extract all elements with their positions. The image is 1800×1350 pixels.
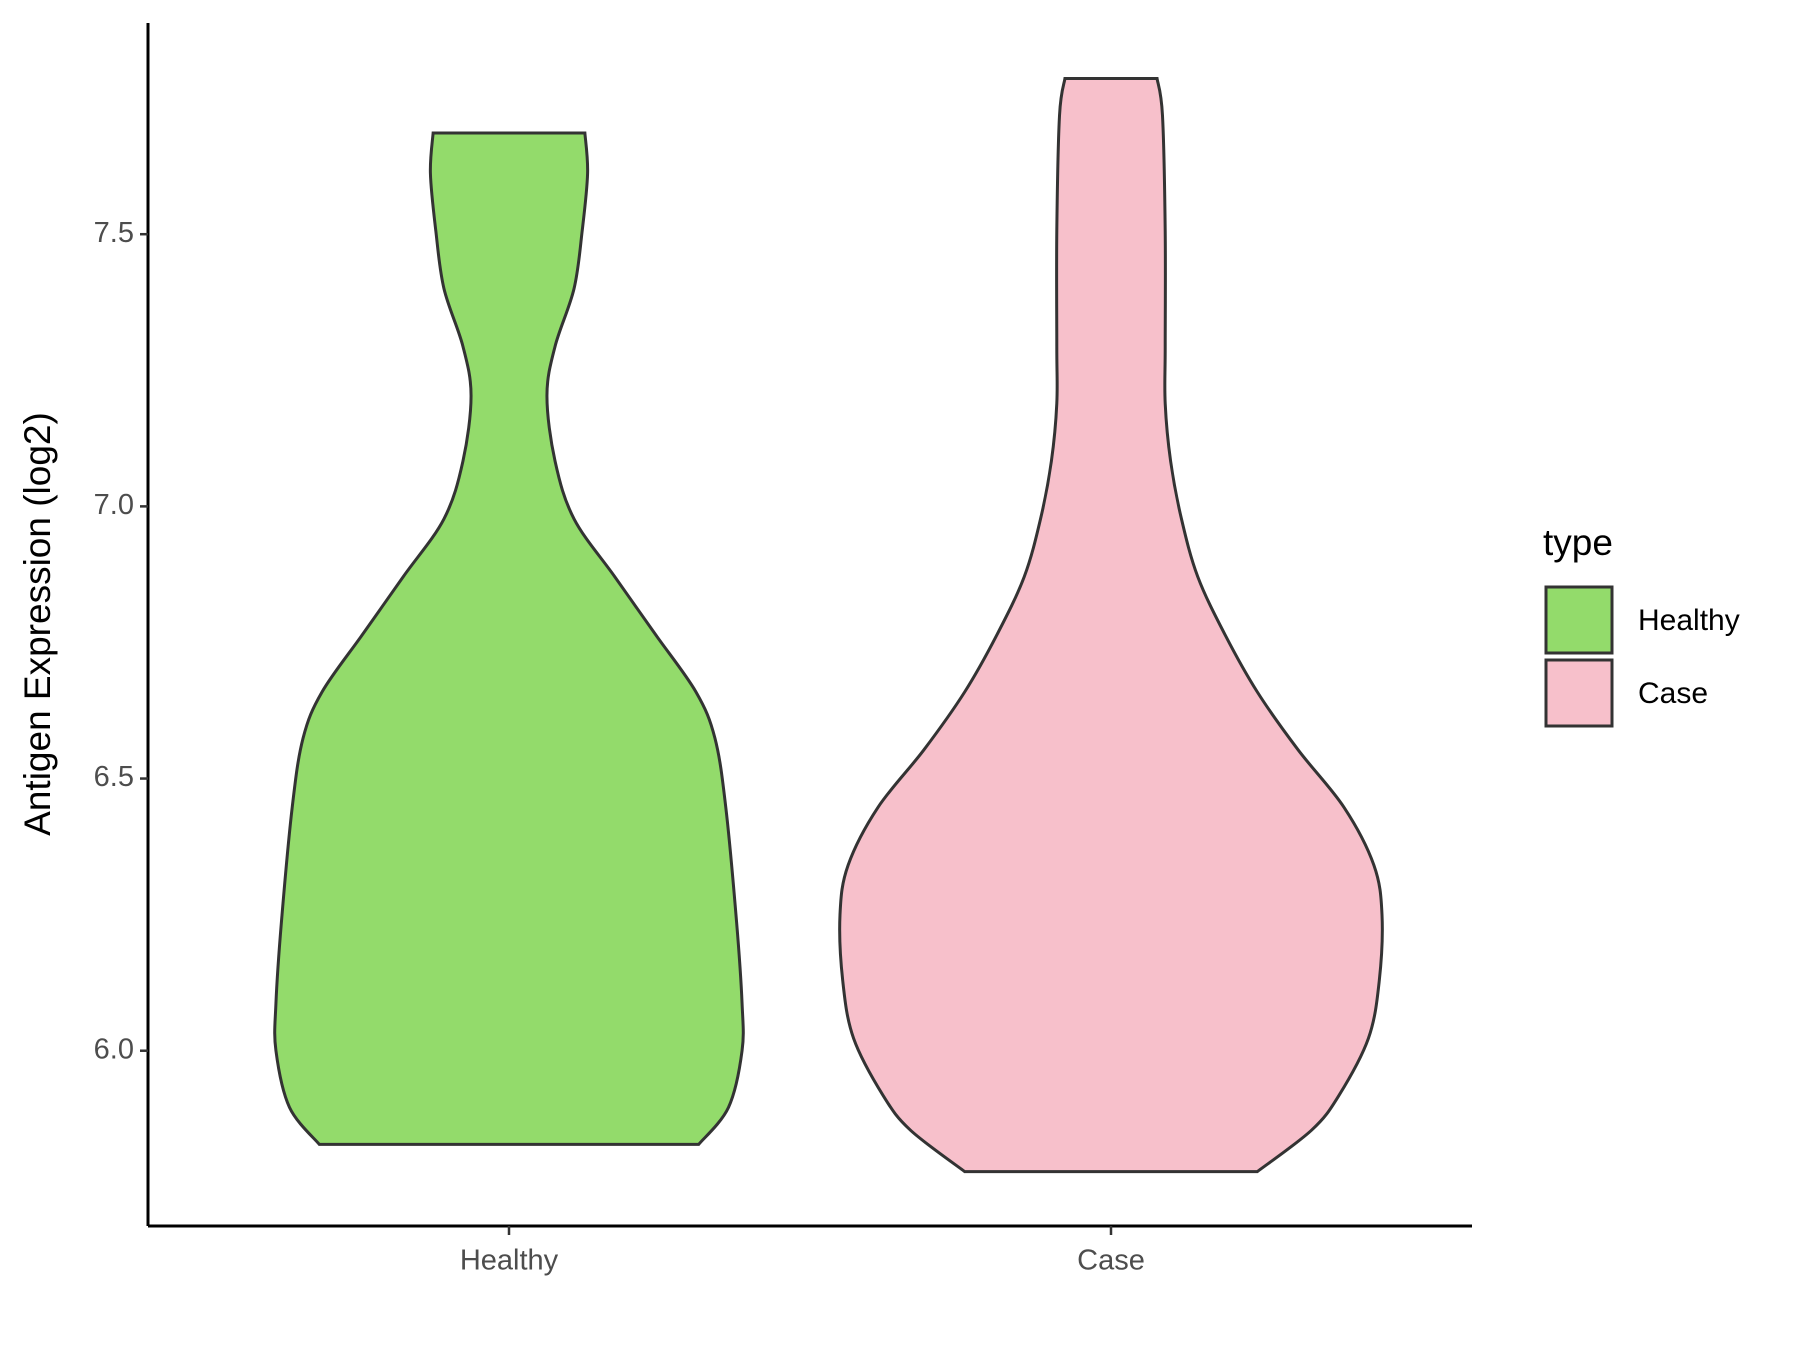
y-tick-label: 7.5 <box>94 217 134 249</box>
legend-title: type <box>1543 522 1613 563</box>
y-axis-title: Antigen Expression (log2) <box>17 412 58 836</box>
violin <box>273 131 745 1146</box>
legend-label: Case <box>1638 677 1708 710</box>
y-tick-label: 6.5 <box>94 761 134 793</box>
violin <box>838 77 1384 1174</box>
y-tick-label: 7.0 <box>94 489 134 521</box>
x-tick-label: Case <box>1077 1245 1145 1277</box>
legend-key <box>1544 658 1614 728</box>
x-tick-label: Healthy <box>460 1245 559 1277</box>
legend-label: Healthy <box>1638 604 1740 637</box>
y-tick-label: 6.0 <box>94 1033 134 1065</box>
legend-key <box>1544 585 1614 655</box>
